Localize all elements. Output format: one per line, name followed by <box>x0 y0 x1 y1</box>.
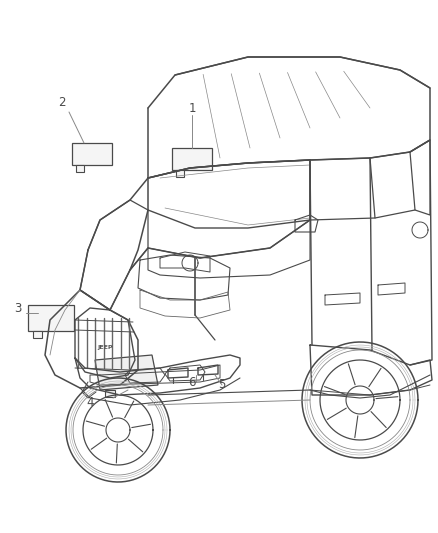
Text: 2: 2 <box>58 96 66 109</box>
Bar <box>28 305 74 331</box>
Text: JEEP: JEEP <box>97 344 113 350</box>
Bar <box>72 143 112 165</box>
Text: 5: 5 <box>218 378 226 392</box>
Bar <box>33 331 42 338</box>
Bar <box>176 170 184 177</box>
Bar <box>172 148 212 170</box>
Bar <box>76 165 84 172</box>
Text: 3: 3 <box>14 302 22 314</box>
Polygon shape <box>105 390 115 397</box>
Text: 6: 6 <box>188 376 196 389</box>
Text: 1: 1 <box>188 101 196 115</box>
Polygon shape <box>95 355 158 390</box>
Text: 4: 4 <box>86 395 94 408</box>
